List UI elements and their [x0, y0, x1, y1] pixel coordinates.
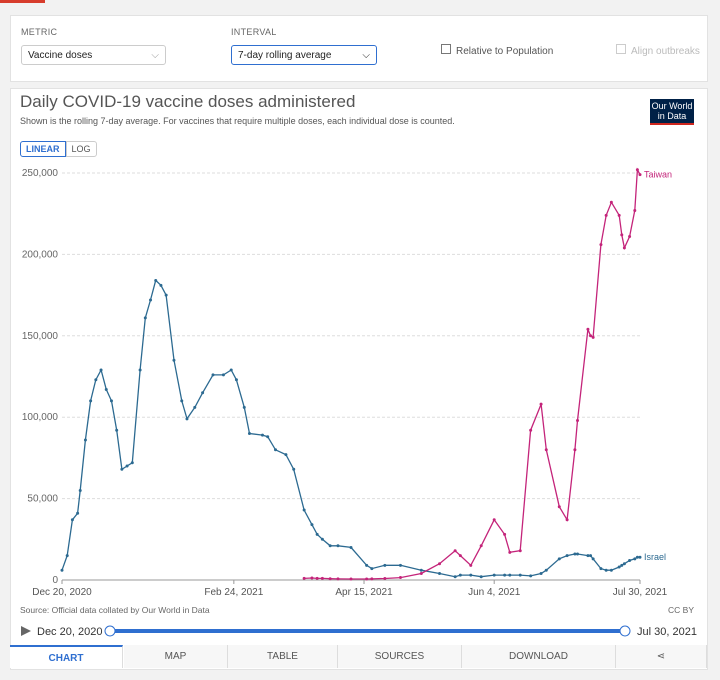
share-tab[interactable]: ⋖ [616, 645, 707, 668]
scale-toggle: LINEAR LOG [20, 141, 97, 157]
metric-label: METRIC [21, 27, 58, 37]
metric-value: Vaccine doses [28, 50, 93, 61]
relative-checkbox[interactable]: Relative to Population [441, 44, 553, 57]
align-label: Align outbreaks [631, 46, 700, 57]
chart-panel [10, 88, 708, 670]
log-button[interactable]: LOG [65, 141, 97, 157]
interval-label: INTERVAL [231, 27, 277, 37]
download-label: DOWNLOAD [509, 651, 568, 662]
controls-panel: METRIC Vaccine doses ⌵ INTERVAL 7-day rol… [10, 15, 708, 82]
sources-tab[interactable]: SOURCES [338, 645, 462, 668]
chart-tab[interactable]: CHART [10, 645, 123, 668]
linear-button[interactable]: LINEAR [20, 141, 66, 157]
interval-value: 7-day rolling average [238, 50, 332, 61]
download-tab[interactable]: DOWNLOAD [462, 645, 616, 668]
interval-select[interactable]: 7-day rolling average ⌵ [231, 45, 377, 65]
map-tab[interactable]: MAP [124, 645, 228, 668]
table-tab[interactable]: TABLE [228, 645, 338, 668]
logo[interactable]: Our World in Data [650, 99, 694, 125]
top-accent [0, 0, 45, 3]
metric-select[interactable]: Vaccine doses ⌵ [21, 45, 166, 65]
align-checkbox[interactable]: Align outbreaks [616, 44, 700, 57]
relative-label: Relative to Population [456, 46, 554, 57]
